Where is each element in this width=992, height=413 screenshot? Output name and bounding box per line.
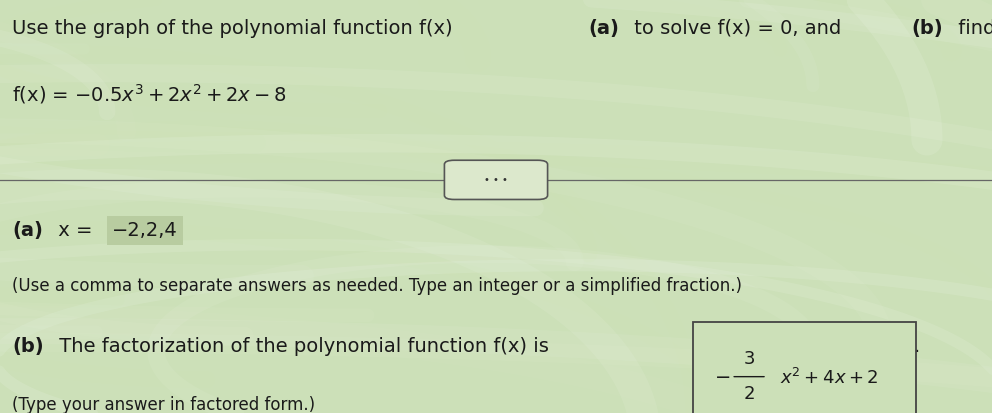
Text: (b): (b): [912, 19, 943, 38]
Text: (b): (b): [12, 337, 44, 356]
Text: .: .: [914, 337, 920, 356]
Text: The factorization of the polynomial function f(x) is: The factorization of the polynomial func…: [53, 337, 549, 356]
Text: f(x) = $-0.5x^3 + 2x^2 + 2x - 8$: f(x) = $-0.5x^3 + 2x^2 + 2x - 8$: [12, 83, 287, 107]
Text: • • •: • • •: [484, 175, 508, 185]
Text: find the factorization of f(x).: find the factorization of f(x).: [952, 19, 992, 38]
Text: x =: x =: [52, 221, 98, 240]
Text: −2,2,4: −2,2,4: [112, 221, 178, 240]
FancyBboxPatch shape: [692, 322, 916, 413]
Text: 3: 3: [743, 350, 755, 368]
Text: (a): (a): [12, 221, 43, 240]
Text: (Type your answer in factored form.): (Type your answer in factored form.): [12, 396, 315, 413]
Text: to solve f(x) = 0, and: to solve f(x) = 0, and: [628, 19, 848, 38]
FancyBboxPatch shape: [444, 160, 548, 199]
Text: (Use a comma to separate answers as needed. Type an integer or a simplified frac: (Use a comma to separate answers as need…: [12, 277, 742, 295]
Text: $x^2 + 4x + 2$: $x^2 + 4x + 2$: [780, 368, 878, 388]
Text: 2: 2: [743, 385, 755, 404]
Text: −: −: [715, 368, 732, 387]
Text: (a): (a): [588, 19, 619, 38]
Text: Use the graph of the polynomial function f(x): Use the graph of the polynomial function…: [12, 19, 458, 38]
